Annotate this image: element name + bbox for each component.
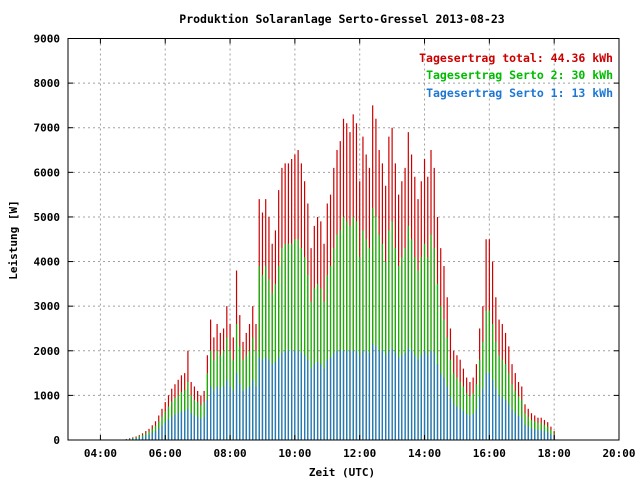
y-tick-label: 7000 — [34, 122, 61, 135]
chart-title: Produktion Solaranlage Serto-Gressel 201… — [179, 12, 504, 26]
legend: Tagesertrag total: 44.36 kWh Tagesertrag… — [419, 51, 613, 100]
y-tick-label: 2000 — [34, 345, 61, 358]
x-tick-label: 20:00 — [602, 447, 635, 460]
x-tick-label: 08:00 — [213, 447, 246, 460]
y-tick-label: 4000 — [34, 256, 61, 269]
y-axis-label: Leistung [W] — [7, 200, 20, 279]
x-tick-label: 04:00 — [84, 447, 117, 460]
y-tick-label: 8000 — [34, 77, 61, 90]
legend-entry-serto-1: Tagesertrag Serto 1: 13 kWh — [426, 86, 613, 100]
y-tick-label: 0 — [53, 434, 60, 447]
legend-entry-serto-2: Tagesertrag Serto 2: 30 kWh — [426, 68, 613, 82]
y-tick-label: 1000 — [34, 389, 61, 402]
x-tick-label: 06:00 — [149, 447, 182, 460]
x-tick-label: 16:00 — [473, 447, 506, 460]
plot-frame — [67, 38, 620, 441]
y-tick-label: 5000 — [34, 211, 61, 224]
x-tick-label: 12:00 — [343, 447, 376, 460]
x-ticks: 04:00 06:00 08:00 10:00 12:00 14:00 16:00 18:00… — [84, 38, 636, 460]
x-tick-label: 10:00 — [278, 447, 311, 460]
legend-entry-total: Tagesertrag total: 44.36 kWh — [419, 51, 613, 65]
y-tick-label: 9000 — [34, 33, 61, 46]
y-tick-label: 3000 — [34, 300, 61, 313]
bars — [125, 105, 555, 440]
x-tick-label: 14:00 — [408, 447, 441, 460]
y-ticks: 0 1000 2000 3000 4000 5000 6000 7000 8000 9000 — [34, 33, 619, 447]
x-tick-label: 18:00 — [538, 447, 571, 460]
y-tick-label: 6000 — [34, 166, 61, 179]
x-axis-label: Zeit (UTC) — [309, 466, 375, 479]
